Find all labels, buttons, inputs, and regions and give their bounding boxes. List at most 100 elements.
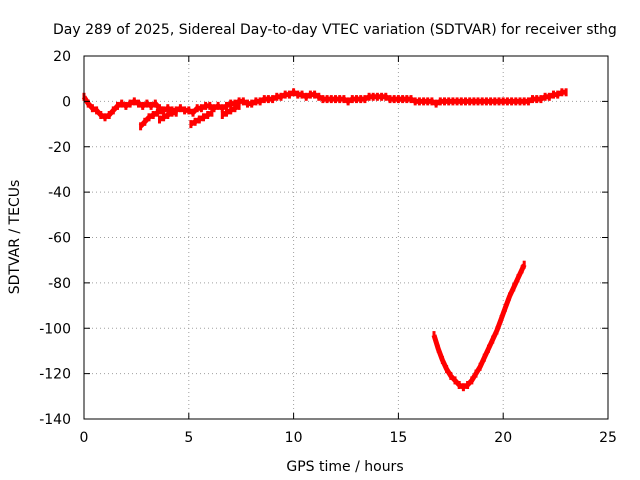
data-point [208, 101, 212, 110]
data-point [426, 97, 430, 106]
data-point [246, 99, 249, 108]
data-point [233, 99, 237, 108]
y-tick-label: -20 [48, 140, 71, 156]
data-point [491, 335, 495, 344]
data-point [321, 95, 325, 104]
data-point [279, 92, 283, 101]
data-point [392, 95, 396, 104]
data-point [430, 97, 434, 106]
data-point [501, 97, 505, 106]
data-point [531, 95, 534, 104]
data-point [457, 381, 461, 389]
data-point [220, 104, 224, 113]
data-point [342, 95, 346, 104]
data-point [547, 92, 551, 101]
data-point [455, 97, 459, 106]
data-point [497, 97, 501, 106]
data-point [206, 111, 210, 119]
data-point [143, 117, 147, 126]
data-point [474, 369, 478, 378]
data-point [503, 303, 507, 312]
data-point [520, 265, 524, 274]
y-tick-label: -100 [39, 321, 71, 337]
y-tick-label: 0 [62, 94, 71, 110]
data-point [470, 376, 474, 385]
x-axis-label: GPS time / hours [286, 459, 403, 475]
data-point [380, 92, 384, 101]
data-point [466, 381, 470, 389]
data-point [225, 108, 228, 117]
data-point [308, 90, 312, 99]
data-point [443, 97, 446, 106]
data-point [350, 95, 354, 104]
data-point [313, 90, 317, 99]
data-point [174, 108, 178, 117]
data-point [396, 95, 400, 104]
data-point [508, 292, 511, 301]
data-point [99, 111, 103, 119]
data-point [436, 344, 440, 353]
data-point [275, 92, 279, 101]
data-point [137, 99, 140, 108]
data-point [250, 99, 254, 108]
y-tick-label: 20 [53, 49, 71, 65]
data-point [141, 101, 145, 110]
data-point [111, 106, 115, 115]
data-point [522, 97, 526, 106]
data-point [512, 283, 516, 292]
data-point [334, 95, 337, 104]
data-point [145, 99, 149, 108]
data-point [166, 111, 170, 119]
data-point [95, 106, 99, 115]
data-point [86, 99, 90, 108]
data-point [147, 113, 151, 122]
x-tick-label: 0 [80, 430, 89, 446]
data-point [514, 97, 518, 106]
data-point [484, 97, 488, 106]
data-point [346, 97, 350, 106]
data-point [202, 113, 205, 122]
data-point [434, 99, 438, 108]
data-point [139, 122, 143, 131]
data-point [464, 97, 467, 106]
series-layer [81, 88, 568, 392]
data-point [229, 99, 233, 108]
data-point [237, 101, 241, 110]
data-point [468, 97, 472, 106]
data-point [237, 97, 241, 106]
x-tick-label: 25 [599, 430, 617, 446]
x-tick-label: 5 [184, 430, 193, 446]
data-point [158, 104, 161, 113]
data-point [292, 88, 296, 97]
x-tick-label: 10 [285, 430, 303, 446]
y-tick-label: -80 [48, 276, 71, 292]
data-point [128, 99, 132, 108]
data-point [107, 111, 111, 119]
data-point [266, 95, 270, 104]
data-point [210, 108, 214, 117]
data-point [405, 95, 409, 104]
data-point [199, 104, 203, 113]
data-point [283, 90, 287, 99]
data-point [543, 92, 547, 101]
data-point [409, 95, 413, 104]
data-point [482, 353, 486, 362]
data-point [472, 97, 476, 106]
data-point [413, 97, 417, 106]
data-point [440, 356, 444, 364]
x-tick-labels: 0 5 10 15 20 25 [80, 430, 617, 446]
y-tick-labels: 20 0 -20 -40 -60 -80 -100 -120 -140 [39, 49, 71, 428]
data-point [560, 88, 564, 97]
data-point [212, 104, 216, 113]
data-point [453, 376, 457, 385]
data-point [493, 97, 497, 106]
data-point [489, 97, 493, 106]
data-point [178, 104, 182, 113]
data-point [258, 97, 262, 106]
data-point [401, 95, 405, 104]
x-tick-label: 15 [389, 430, 407, 446]
data-point [296, 90, 300, 99]
data-point [371, 92, 375, 101]
data-point [120, 99, 124, 108]
